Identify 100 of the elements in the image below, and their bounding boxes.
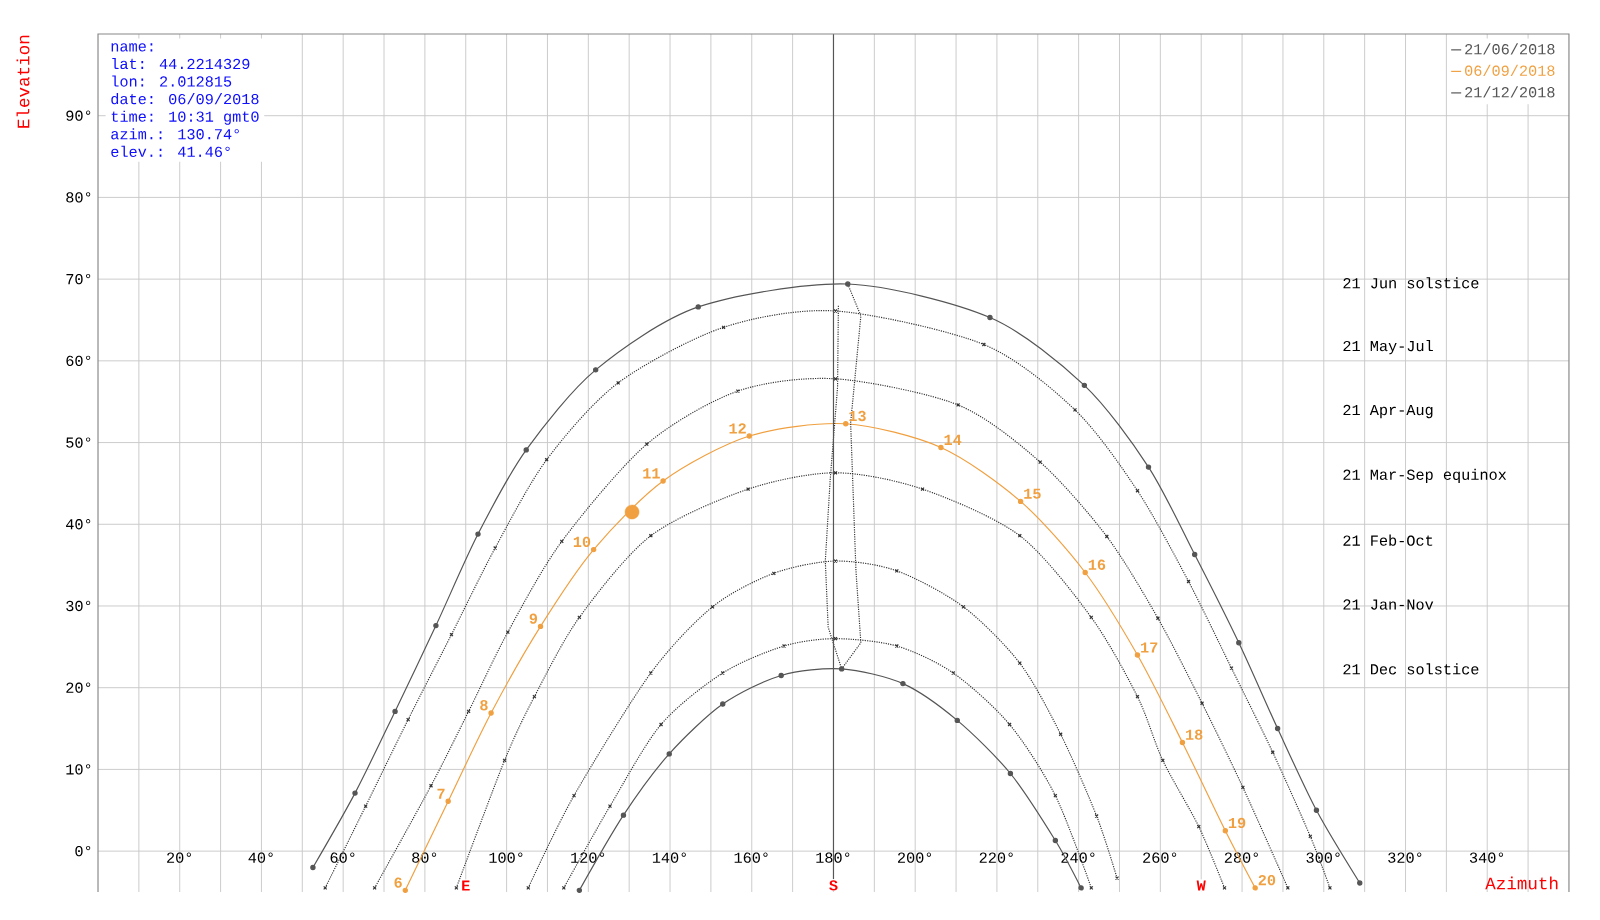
annotation: lat: 44.2214329	[112, 57, 250, 70]
point	[624, 504, 640, 520]
annotation: date: 06/09/2018	[111, 93, 259, 105]
point	[833, 470, 838, 475]
point	[771, 571, 776, 576]
point	[1094, 813, 1099, 819]
annotation: elev.: 41.46°	[111, 145, 230, 157]
x-tick-label: 320°	[1388, 852, 1422, 863]
point	[445, 798, 451, 804]
point	[493, 545, 498, 551]
x-tick-label: 20°	[167, 852, 191, 863]
y-tick-label: 20°	[66, 682, 91, 693]
point	[648, 533, 653, 538]
point	[843, 421, 849, 427]
point	[833, 376, 838, 381]
point	[938, 444, 944, 451]
point	[658, 722, 664, 727]
point	[1081, 382, 1088, 389]
x-tick-label: 120°	[571, 852, 605, 863]
point	[1089, 885, 1094, 890]
annotation: 20	[1258, 874, 1276, 886]
point	[660, 478, 666, 484]
point	[1145, 464, 1152, 470]
annotation: 12	[729, 423, 746, 434]
point	[561, 885, 566, 890]
point	[310, 864, 316, 871]
point	[1007, 770, 1014, 777]
y-tick-label: 30°	[66, 600, 91, 612]
annotation: name:	[111, 43, 153, 52]
point	[592, 367, 599, 373]
point	[1072, 407, 1078, 412]
point	[833, 558, 838, 564]
legend-label: 06/09/2018	[1465, 64, 1555, 76]
point	[845, 281, 851, 287]
point	[900, 680, 906, 687]
annotation: W	[1196, 880, 1206, 891]
point	[1222, 828, 1229, 834]
point	[488, 710, 494, 716]
point	[620, 812, 627, 818]
legend-label: 21/06/2018	[1465, 43, 1555, 55]
point	[1053, 793, 1058, 798]
x-tick-label: 160°	[734, 852, 768, 863]
x-tick-label: 40°	[248, 852, 273, 863]
point	[428, 783, 434, 788]
annotation: lon: 2.012815	[112, 75, 232, 87]
y-tick-label: 0°	[75, 845, 91, 857]
annotation: 21 Jun solstice	[1343, 277, 1479, 289]
point	[987, 314, 993, 321]
point	[475, 531, 481, 537]
y-tick-label: 90°	[66, 110, 91, 121]
x-tick-label: 60°	[330, 852, 355, 863]
point	[526, 885, 531, 890]
x-tick-label: 220°	[979, 852, 1013, 863]
x-tick-label: 140°	[652, 852, 686, 863]
point	[576, 887, 583, 894]
annotation: 14	[944, 434, 962, 445]
point	[894, 643, 899, 649]
point	[1236, 640, 1242, 646]
annotation: 9	[529, 613, 538, 624]
point	[710, 604, 715, 609]
point	[981, 342, 986, 347]
point	[648, 670, 653, 676]
point	[1357, 880, 1363, 886]
point	[1160, 758, 1165, 763]
point	[1229, 666, 1234, 671]
annotation: 8	[480, 700, 488, 711]
annotation: 21 Apr-Aug	[1343, 404, 1433, 419]
point	[666, 751, 672, 757]
annotation: 21 Feb-Oct	[1343, 534, 1433, 546]
annotation: 15	[1024, 488, 1041, 499]
point	[577, 615, 582, 620]
x-tick-label: 200°	[897, 852, 932, 863]
point	[1240, 785, 1245, 790]
point	[961, 604, 966, 609]
annotation: 16	[1088, 559, 1106, 570]
annotation: 13	[849, 410, 866, 422]
point	[1179, 739, 1186, 746]
annotation: 11	[643, 468, 660, 479]
annotation: 21 Jan-Nov	[1343, 599, 1434, 610]
x-tick-label: 340°	[1469, 852, 1504, 863]
point	[695, 304, 701, 310]
point	[590, 546, 597, 553]
point	[833, 636, 838, 641]
point	[1017, 498, 1024, 505]
y-tick-label: 60°	[66, 355, 91, 367]
y-tick-label: 40°	[66, 519, 91, 530]
annotation: E	[462, 880, 470, 891]
x-tick-label: 280°	[1224, 852, 1258, 863]
annotation: 10	[573, 536, 591, 548]
point	[1313, 807, 1320, 813]
point	[1222, 885, 1227, 890]
point	[778, 672, 784, 679]
point	[1252, 885, 1258, 891]
point	[392, 708, 398, 715]
point	[1104, 534, 1109, 539]
x-tick-label: 100°	[489, 852, 523, 863]
point	[1052, 837, 1059, 844]
point	[833, 308, 838, 314]
point	[1155, 616, 1160, 621]
point	[537, 623, 544, 630]
